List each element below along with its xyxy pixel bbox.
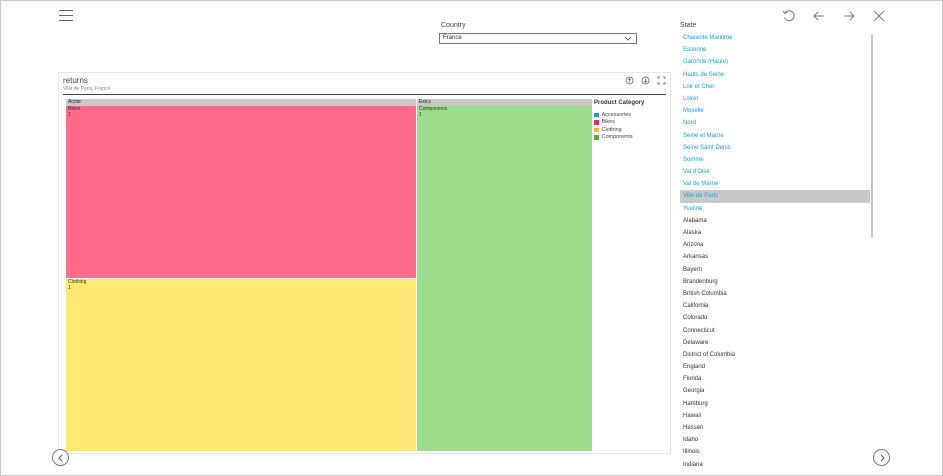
state-list-item[interactable]: Brandenburg: [683, 278, 718, 285]
back-arrow-icon[interactable]: [811, 8, 827, 24]
state-list-item[interactable]: Illinois: [683, 449, 700, 456]
visual-title: returns: [63, 76, 88, 85]
legend-label: Clothing: [601, 126, 622, 133]
state-list-item[interactable]: Alaska: [683, 230, 702, 236]
treemap-legend: Product Category Accessories Bikes Clothin…: [594, 100, 670, 141]
legend-swatch: [594, 112, 599, 117]
state-list-item[interactable]: District of Columbia: [683, 351, 736, 358]
returns-visual: returns Ville de Paris, France Acme Esic…: [58, 72, 671, 454]
state-list-item[interactable]: Somme: [683, 156, 704, 163]
window-controls: [781, 8, 887, 24]
state-scrollbar[interactable]: [871, 34, 873, 238]
legend-item[interactable]: Components: [594, 134, 670, 142]
state-list-item[interactable]: Yveline: [683, 205, 703, 212]
treemap-group-header: Acme: [66, 99, 416, 106]
treemap-cell-label: Bikes: [68, 106, 81, 112]
legend-item[interactable]: Accessories: [594, 111, 670, 119]
chevron-down-icon: [624, 36, 632, 41]
state-list-item[interactable]: Indiana: [683, 461, 703, 468]
legend-item[interactable]: Clothing: [594, 126, 670, 134]
next-page-button[interactable]: [873, 449, 890, 466]
state-list-item[interactable]: Colorado: [683, 315, 708, 322]
drill-down-icon[interactable]: [641, 76, 650, 85]
state-list-item[interactable]: Arkansas: [683, 254, 709, 261]
legend-item[interactable]: Bikes: [594, 119, 670, 127]
treemap-group-header: Esics: [417, 99, 592, 106]
state-list-item[interactable]: Ville de Paris: [680, 190, 870, 203]
state-list-item[interactable]: Florida: [683, 376, 702, 383]
state-list-item[interactable]: California: [683, 303, 709, 310]
state-list-item[interactable]: Charente Maritime: [683, 35, 733, 41]
chevron-right-icon: [880, 454, 885, 461]
state-list-item[interactable]: Arizona: [683, 242, 704, 249]
reset-icon[interactable]: [781, 8, 797, 24]
state-list-item[interactable]: British Columbia: [683, 290, 727, 297]
treemap-cell-label: Components: [419, 106, 448, 112]
drill-up-icon[interactable]: [625, 76, 634, 85]
focus-mode-icon[interactable]: [657, 76, 666, 85]
treemap-cell-value: 1: [68, 111, 71, 118]
treemap-cell[interactable]: Clothing 1: [66, 279, 416, 451]
visual-subtitle: Ville de Paris, France: [63, 86, 111, 92]
state-list-item[interactable]: Connecticut: [683, 327, 715, 334]
country-dropdown[interactable]: France: [439, 33, 637, 44]
legend-swatch: [594, 135, 599, 140]
state-list-item[interactable]: Hauts de Seine: [683, 71, 725, 78]
state-list-item[interactable]: Essonne: [683, 47, 707, 54]
state-list-item[interactable]: Hamburg: [683, 400, 708, 407]
visual-header-divider: [63, 94, 666, 95]
state-list-item[interactable]: Loir et Cher: [683, 83, 715, 90]
menu-icon[interactable]: [59, 10, 73, 22]
state-list-item[interactable]: Nord: [683, 120, 697, 127]
visual-toolbar: [625, 76, 666, 85]
state-list-item[interactable]: Val d'Oise: [683, 169, 710, 176]
state-list-item[interactable]: Loiret: [683, 95, 699, 102]
state-label: State: [680, 22, 697, 29]
country-selected-value: France: [443, 35, 462, 41]
state-list-item[interactable]: Val de Marne: [683, 181, 719, 188]
state-list-item[interactable]: Garonne (Haute): [683, 59, 729, 66]
legend-swatch: [594, 120, 599, 125]
legend-label: Components: [601, 134, 633, 141]
state-list-item[interactable]: Seine Saint Denis: [683, 144, 731, 151]
treemap-cell-value: 1: [419, 111, 422, 118]
treemap-cell[interactable]: Components 1: [417, 106, 592, 451]
close-icon[interactable]: [871, 8, 887, 24]
legend-label: Accessories: [601, 111, 632, 118]
state-list-item[interactable]: Idaho: [683, 437, 699, 444]
treemap-cell[interactable]: Bikes 1: [66, 106, 416, 278]
legend-title: Product Category: [594, 100, 645, 106]
state-list: Charente Maritime Essonne Garonne (Haute) H…: [680, 32, 870, 476]
forward-arrow-icon[interactable]: [841, 8, 857, 24]
legend-swatch: [594, 127, 599, 132]
state-list-item[interactable]: Seine et Marne: [683, 132, 724, 139]
state-list-item[interactable]: Bayern: [683, 266, 703, 273]
country-label: Country: [441, 22, 466, 29]
state-list-item[interactable]: Hawaii: [683, 412, 702, 419]
state-list-item[interactable]: Georgia: [683, 388, 705, 395]
state-list-item[interactable]: Alabama: [683, 217, 707, 224]
treemap: Acme Esics Bikes 1 Clothing 1 Components…: [66, 99, 592, 451]
state-list-item[interactable]: England: [683, 364, 706, 371]
treemap-cell-value: 1: [68, 284, 71, 291]
state-list-item[interactable]: Hessen: [683, 425, 704, 431]
treemap-cell-label: Clothing: [68, 279, 87, 285]
chevron-left-icon: [57, 454, 62, 461]
state-list-item[interactable]: Moselle: [683, 108, 704, 115]
previous-page-button[interactable]: [52, 449, 69, 466]
state-list-item[interactable]: Delaware: [683, 339, 709, 346]
legend-label: Bikes: [601, 119, 615, 126]
